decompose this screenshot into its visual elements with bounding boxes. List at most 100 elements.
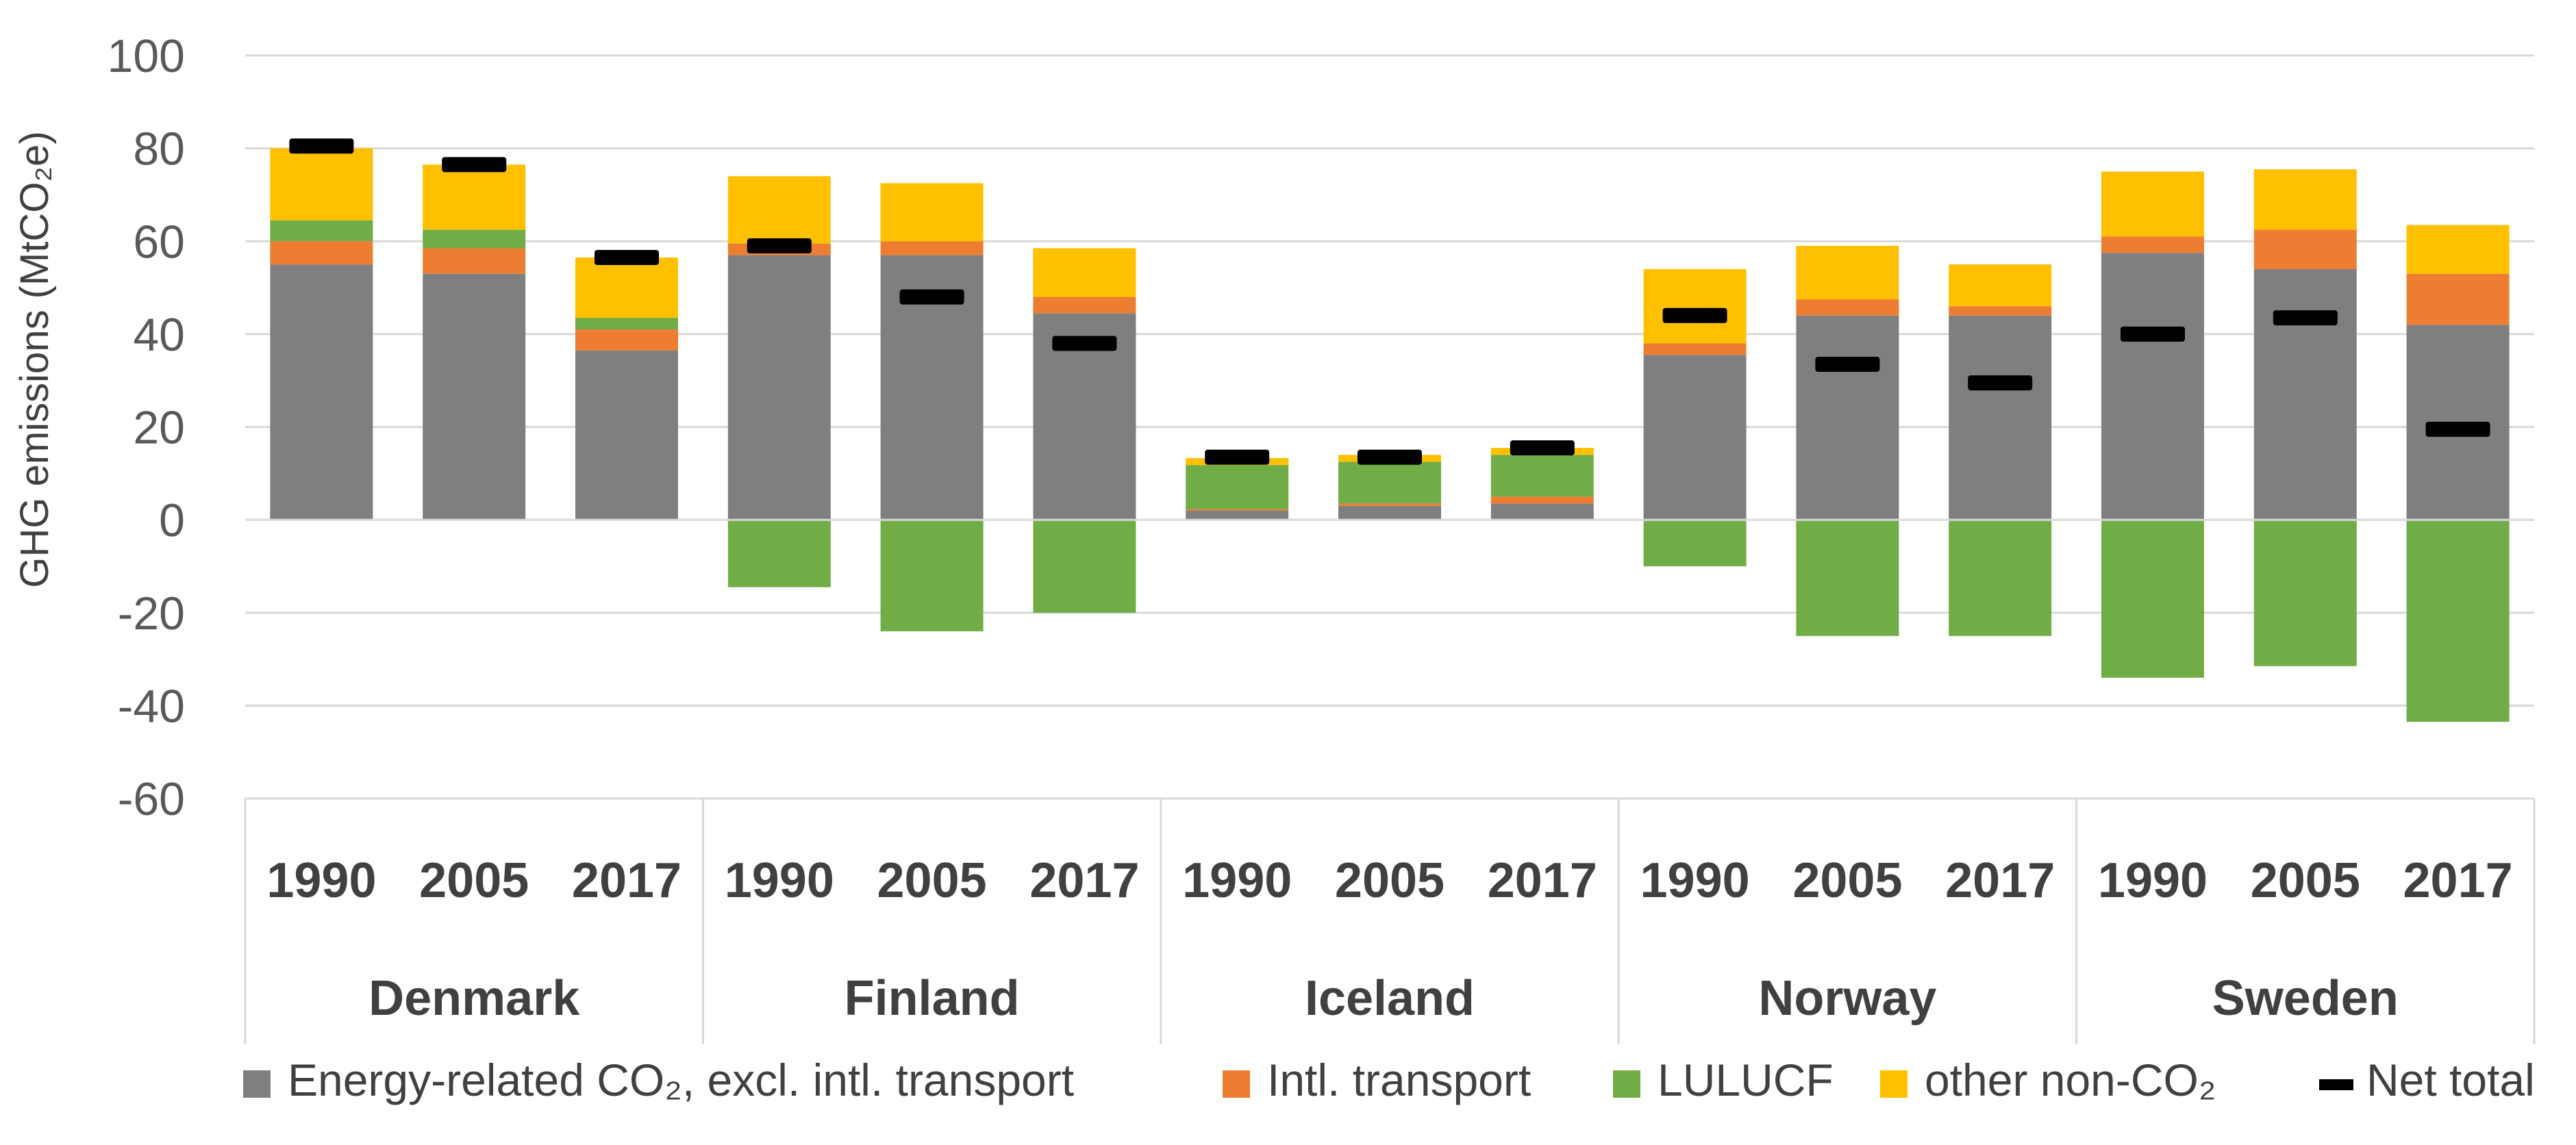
x-tick-label: 1990: [2098, 853, 2208, 908]
net-total-marker: [289, 138, 354, 154]
bar-other-non-co: [2101, 171, 2204, 237]
legend-label-energy-related-co-excl-intl-transport: Energy-related CO₂, excl. intl. transpor…: [288, 1055, 1074, 1105]
y-tick-label: 100: [108, 30, 185, 82]
net-total-markers: [289, 138, 2490, 465]
bar-energy-related-co-excl-intl-transport: [575, 350, 678, 520]
legend-swatch-intl-transport: [1223, 1070, 1250, 1098]
net-total-marker: [899, 289, 964, 305]
net-total-marker: [442, 157, 507, 173]
legend-swatch-net-total: [2319, 1079, 2353, 1090]
bar-other-non-co: [1796, 246, 1899, 300]
bar-lulucf: [1033, 520, 1136, 613]
x-axis: 1990 2005 2017 Denmark 1990 2005 2017 Finland 19…: [244, 797, 2536, 1044]
bar-intl-transport: [575, 329, 678, 351]
net-total-marker: [1052, 336, 1117, 351]
net-total-marker: [1815, 356, 1880, 372]
group-label-denmark: Denmark: [368, 971, 580, 1026]
x-tick-label: 2005: [1335, 853, 1445, 908]
legend-label-intl-transport: Intl. transport: [1267, 1055, 1531, 1105]
net-total-marker: [2121, 326, 2185, 342]
bar-intl-transport: [2406, 273, 2510, 325]
bar-other-non-co: [575, 257, 678, 318]
net-total-marker: [2273, 310, 2338, 326]
net-total-marker: [595, 249, 659, 265]
bar-lulucf: [1949, 520, 2052, 636]
bar-intl-transport: [1033, 297, 1136, 314]
bar-energy-related-co-excl-intl-transport: [2101, 253, 2204, 520]
net-total-marker: [747, 238, 812, 254]
legend: Energy-related CO₂, excl. intl. transpor…: [243, 1055, 2535, 1105]
legend-swatch-lulucf: [1613, 1070, 1640, 1098]
legend-swatch-other-non-co: [1880, 1070, 1908, 1098]
legend-swatch-energy-related-co-excl-intl-transport: [243, 1070, 271, 1098]
y-tick-label: -20: [118, 588, 185, 640]
bar-other-non-co: [270, 148, 373, 221]
bar-lulucf: [727, 520, 831, 588]
bar-other-non-co: [727, 176, 831, 244]
bar-energy-related-co-excl-intl-transport: [1643, 355, 1747, 520]
bar-lulucf: [1796, 520, 1899, 636]
bar-intl-transport: [880, 241, 984, 255]
bar-intl-transport: [1186, 509, 1289, 511]
bar-energy-related-co-excl-intl-transport: [423, 273, 526, 520]
net-total-marker: [1968, 375, 2033, 391]
group-label-norway: Norway: [1758, 971, 1936, 1026]
y-axis-label: GHG emissions (MtCO₂e): [12, 131, 57, 588]
bar-lulucf: [2406, 520, 2510, 722]
group-label-sweden: Sweden: [2212, 971, 2399, 1026]
y-tick-label: -60: [118, 773, 185, 825]
y-tick-label: -40: [118, 680, 185, 732]
legend-label-net-total: Net total: [2366, 1055, 2535, 1105]
bar-other-non-co: [2406, 225, 2510, 274]
bar-other-non-co: [880, 183, 984, 242]
bar-lulucf: [1186, 465, 1289, 509]
bar-intl-transport: [1949, 306, 2052, 316]
bar-intl-transport: [1338, 503, 1441, 506]
bar-intl-transport: [1490, 496, 1594, 504]
x-tick-label: 1990: [266, 853, 376, 908]
x-tick-label: 2005: [2251, 853, 2360, 908]
net-total-marker: [1358, 449, 1422, 465]
bar-other-non-co: [1033, 248, 1136, 297]
y-tick-label: 20: [133, 402, 185, 454]
x-tick-label: 2017: [2403, 853, 2513, 908]
bar-energy-related-co-excl-intl-transport: [2253, 268, 2357, 520]
bar-lulucf: [1490, 455, 1594, 497]
bars: [270, 148, 2510, 722]
bar-lulucf: [1338, 462, 1441, 504]
legend-label-other-non-co: other non-CO₂: [1925, 1055, 2216, 1105]
x-tick-label: 2017: [1029, 853, 1139, 908]
bar-intl-transport: [2101, 236, 2204, 253]
y-tick-label: 80: [133, 123, 185, 175]
net-total-marker: [1662, 307, 1727, 323]
bar-lulucf: [1643, 520, 1747, 566]
x-tick-label: 2005: [419, 853, 529, 908]
bar-intl-transport: [270, 241, 373, 265]
x-tick-label: 2017: [1488, 853, 1597, 908]
bar-other-non-co: [2253, 169, 2357, 230]
bar-intl-transport: [423, 248, 526, 274]
x-tick-label: 2005: [1792, 853, 1902, 908]
y-tick-label: 0: [159, 494, 185, 546]
x-tick-label: 1990: [1640, 853, 1750, 908]
net-total-marker: [1205, 449, 1270, 465]
net-total-marker: [1510, 440, 1575, 456]
group-label-iceland: Iceland: [1305, 971, 1475, 1026]
bar-other-non-co: [1949, 264, 2052, 307]
group-label-finland: Finland: [845, 971, 1020, 1026]
bar-energy-related-co-excl-intl-transport: [1796, 315, 1899, 520]
y-axis-ticks: 100 80 60 40 20 0 -20 -40 -60: [108, 30, 185, 825]
bar-energy-related-co-excl-intl-transport: [270, 264, 373, 520]
legend-label-lulucf: LULUCF: [1658, 1055, 1834, 1105]
bar-other-non-co: [1643, 268, 1747, 344]
x-tick-label: 2005: [877, 853, 987, 908]
bar-lulucf: [880, 520, 984, 631]
bar-intl-transport: [1796, 299, 1899, 316]
bar-lulucf: [575, 318, 678, 330]
bar-energy-related-co-excl-intl-transport: [1186, 510, 1289, 520]
bar-lulucf: [2253, 520, 2357, 666]
bar-energy-related-co-excl-intl-transport: [1949, 315, 2052, 520]
x-tick-label: 1990: [725, 853, 834, 908]
bar-lulucf: [270, 220, 373, 242]
